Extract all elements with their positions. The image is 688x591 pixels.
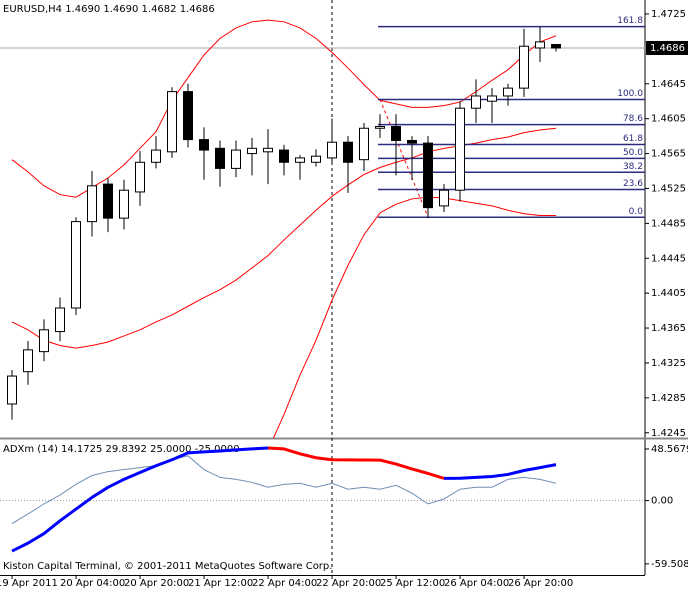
- candle-body: [55, 307, 65, 333]
- y-tick-label: 0.00: [651, 496, 673, 507]
- y-tick-label: 1.4365: [651, 323, 686, 334]
- di-line: [11, 455, 557, 524]
- x-tick-label: 20 Apr 20:00: [124, 578, 189, 589]
- bollinger-upper: [11, 19, 557, 198]
- bollinger-lower: [272, 196, 556, 438]
- x-tick-label: 19 Apr 2011: [0, 578, 58, 589]
- candle-body: [151, 149, 161, 163]
- fibo-label: 0.0: [629, 207, 644, 217]
- fibo-label: 38.2: [623, 162, 643, 172]
- candle-body: [343, 141, 353, 163]
- fibo-label: 161.8: [617, 16, 643, 26]
- fibo-label: 23.6: [623, 179, 643, 189]
- candle-body: [215, 147, 225, 169]
- candle-body: [327, 141, 337, 159]
- fibo-label: 78.6: [623, 114, 643, 124]
- x-tick-label: 22 Apr 20:00: [316, 578, 381, 589]
- candle-body: [23, 349, 33, 373]
- current-price-label: 1.4686: [650, 43, 685, 54]
- y-tick-label: 1.4725: [651, 9, 686, 20]
- adx-line: [267, 446, 445, 480]
- candle-body: [471, 95, 481, 109]
- y-tick-label: 1.4245: [651, 428, 686, 439]
- y-tick-label: -59.508: [651, 559, 688, 570]
- candle-body: [455, 107, 465, 191]
- candle-body: [375, 126, 385, 129]
- candle-body: [135, 161, 145, 193]
- candle-body: [487, 95, 497, 102]
- candle-body: [407, 139, 417, 144]
- x-tick-label: 25 Apr 12:00: [380, 578, 445, 589]
- y-tick-label: 1.4445: [651, 253, 686, 264]
- adx-line: [11, 446, 269, 553]
- y-tick-label: 1.4405: [651, 288, 686, 299]
- candle-body: [119, 189, 129, 219]
- fibo-label: 50.0: [623, 148, 643, 158]
- indicator-plot: [0, 446, 645, 553]
- adx-line: [443, 463, 557, 480]
- current-price-box: [646, 40, 688, 55]
- y-tick-label: 1.4485: [651, 218, 686, 229]
- main-title: EURUSD,H4 1.4690 1.4690 1.4682 1.4686: [3, 4, 215, 15]
- x-tick-label: 26 Apr 20:00: [508, 578, 573, 589]
- candle-body: [551, 43, 561, 49]
- x-tick-label: 21 Apr 12:00: [188, 578, 253, 589]
- candle-body: [7, 375, 17, 405]
- candle-body: [359, 127, 369, 161]
- candle-body: [247, 147, 257, 155]
- candle-body: [439, 189, 449, 207]
- axes: 1.4725 1.4645 1.4605 1.4565 1.4525 1.4485 1.44…: [0, 9, 688, 589]
- candle-body: [199, 139, 209, 151]
- candle-body: [279, 149, 289, 163]
- candle-body: [423, 142, 433, 209]
- y-tick-label: 1.4285: [651, 393, 686, 404]
- candle-body: [519, 45, 529, 89]
- candle-body: [311, 155, 321, 163]
- footer: Kiston Capital Terminal, © 2001-2011 Met…: [3, 561, 332, 572]
- y-tick-label: 1.4525: [651, 183, 686, 194]
- y-tick-label: 1.4645: [651, 79, 686, 90]
- candle-body: [183, 91, 193, 141]
- y-tick-label: 48.5679: [651, 444, 688, 455]
- candle-body: [535, 41, 545, 49]
- candle-body: [167, 91, 177, 153]
- y-tick-label: 1.4605: [651, 114, 686, 125]
- indicator-title: ADXm (14) 14.1725 29.8392 25.0000 -25.00…: [3, 444, 240, 455]
- price-plot: [0, 19, 645, 438]
- candle-body: [87, 185, 97, 223]
- candle-body: [71, 221, 81, 309]
- candle-body: [103, 183, 113, 219]
- candle-body: [295, 157, 305, 163]
- candle-body: [263, 147, 273, 153]
- candle-body: [391, 126, 401, 141]
- fibo-label: 61.8: [623, 134, 643, 144]
- y-tick-label: 1.4565: [651, 149, 686, 160]
- candle-body: [503, 87, 513, 97]
- candle-body: [39, 329, 49, 353]
- x-tick-label: 20 Apr 04:00: [60, 578, 125, 589]
- y-tick-label: 1.4325: [651, 358, 686, 369]
- x-tick-label: 22 Apr 04:00: [252, 578, 317, 589]
- candle-body: [231, 149, 241, 169]
- fibo-label: 100.0: [617, 89, 643, 99]
- x-tick-label: 26 Apr 04:00: [444, 578, 509, 589]
